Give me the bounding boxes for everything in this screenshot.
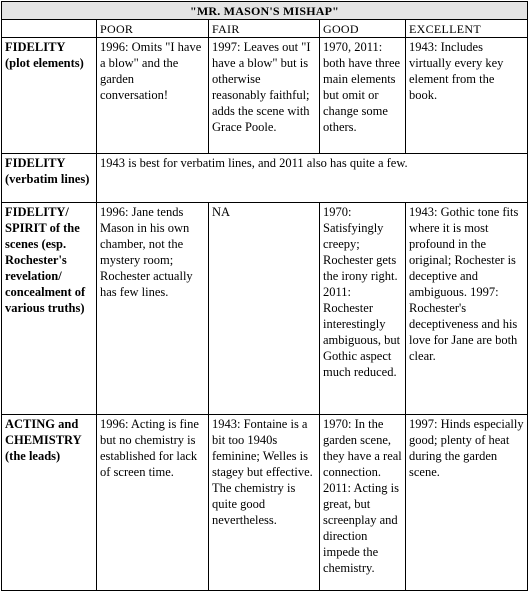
column-header-fair: FAIR (208, 19, 320, 38)
cell-fair: 1943: Fontaine is a bit too 1940s femini… (208, 414, 320, 591)
cell-poor: 1996: Omits "I have a blow" and the gard… (96, 37, 209, 154)
column-header-good: GOOD (319, 19, 406, 38)
cell-excellent: 1997: Hinds especially good; plenty of h… (404, 414, 529, 591)
column-header-row: POOR FAIR GOOD EXCELLENT (1, 19, 529, 38)
table-row: FIDELITY (verbatim lines) 1943 is best f… (1, 153, 529, 203)
cell-excellent: 1943: Includes virtually every key eleme… (404, 37, 529, 154)
table-title: "MR. MASON'S MISHAP" (0, 1, 529, 20)
row-header-fidelity-plot: FIDELITY (plot elements) (1, 37, 97, 154)
table-row: FIDELITY/ SPIRIT of the scenes (esp. Roc… (1, 202, 529, 415)
column-header-excellent: EXCELLENT (404, 19, 529, 38)
cell-excellent: 1943: Gothic tone fits where it is most … (404, 202, 529, 415)
cell-poor: 1996: Jane tends Mason in his own chambe… (96, 202, 209, 415)
column-header-poor: POOR (96, 19, 209, 38)
cell-good: 1970, 2011: both have three main element… (319, 37, 406, 154)
cell-fair: NA (208, 202, 320, 415)
row-header-fidelity-spirit: FIDELITY/ SPIRIT of the scenes (esp. Roc… (1, 202, 97, 415)
corner-cell (1, 19, 97, 38)
cell-good: 1970: In the garden scene, they have a r… (319, 414, 406, 591)
table-row: FIDELITY (plot elements) 1996: Omits "I … (1, 37, 529, 154)
title-row: "MR. MASON'S MISHAP" (0, 1, 529, 20)
cell-spanning: 1943 is best for verbatim lines, and 201… (95, 153, 529, 203)
cell-good: 1970: Satisfyingly creepy; Rochester get… (319, 202, 406, 415)
cell-fair: 1997: Leaves out "I have a blow" but is … (208, 37, 320, 154)
row-header-acting-chemistry: ACTING and CHEMISTRY (the leads) (1, 414, 97, 591)
table-row: ACTING and CHEMISTRY (the leads) 1996: A… (1, 414, 529, 591)
row-header-fidelity-verbatim: FIDELITY (verbatim lines) (1, 153, 97, 203)
cell-poor: 1996: Acting is fine but no chemistry is… (96, 414, 209, 591)
